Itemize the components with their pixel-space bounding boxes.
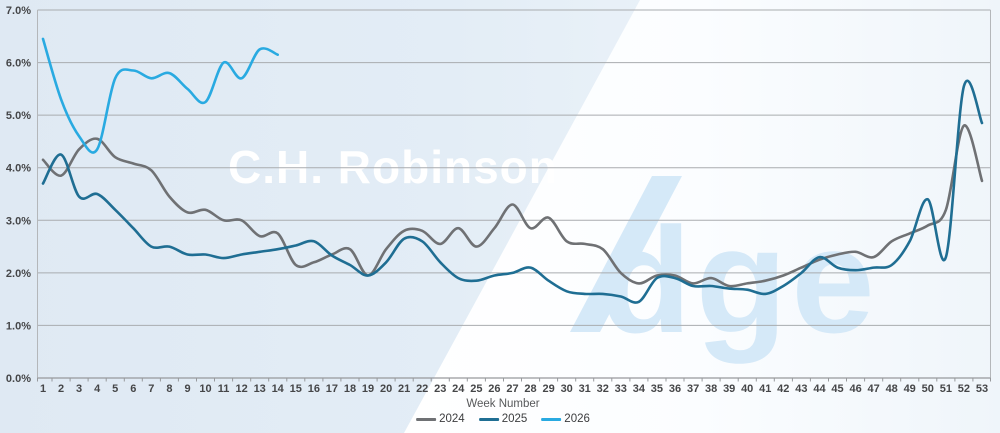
x-tick-label-28: 28 (524, 383, 536, 395)
x-tick-label-23: 23 (434, 383, 446, 395)
x-tick-label-40: 40 (741, 383, 753, 395)
x-tick-label-1: 1 (40, 383, 46, 395)
x-tick-label-14: 14 (272, 383, 285, 395)
x-tick-label-4: 4 (94, 383, 101, 395)
x-tick-label-31: 31 (579, 383, 591, 395)
x-tick-label-29: 29 (542, 383, 554, 395)
legend-item-2025: 2025 (478, 413, 528, 425)
x-tick-label-45: 45 (831, 383, 843, 395)
x-tick-label-18: 18 (344, 383, 356, 395)
x-tick-label-8: 8 (166, 383, 172, 395)
x-tick-label-43: 43 (795, 383, 807, 395)
x-tick-label-2: 2 (58, 383, 64, 395)
x-tick-label-42: 42 (777, 383, 789, 395)
x-tick-label-17: 17 (326, 383, 338, 395)
x-tick-label-3: 3 (76, 383, 82, 395)
x-tick-label-33: 33 (615, 383, 627, 395)
x-tick-label-21: 21 (398, 383, 410, 395)
y-tick-label-0.0%: 0.0% (6, 373, 31, 385)
x-tick-label-52: 52 (958, 383, 970, 395)
y-tick-label-1.0%: 1.0% (6, 320, 31, 332)
x-tick-label-51: 51 (940, 383, 952, 395)
legend-label-2024: 2024 (439, 413, 465, 425)
watermark-brand-text: C.H. Robinson (228, 141, 558, 193)
x-tick-label-38: 38 (705, 383, 717, 395)
x-tick-label-12: 12 (235, 383, 247, 395)
x-tick-label-47: 47 (867, 383, 879, 395)
y-tick-label-4.0%: 4.0% (6, 163, 31, 175)
x-tick-label-13: 13 (254, 383, 266, 395)
legend-swatch-2026 (541, 417, 562, 421)
x-tick-label-11: 11 (218, 383, 230, 395)
legend-label-2025: 2025 (501, 413, 528, 425)
y-tick-label-5.0%: 5.0% (6, 110, 31, 122)
data-series (41, 37, 984, 304)
x-tick-label-6: 6 (130, 383, 136, 395)
legend-label-2026: 2026 (564, 413, 590, 425)
axes: 1 2 3 4 5 6 7 8 9 10 11 12 13 14 15 16 17 18 19 20 21 22 23 24 2… (6, 5, 991, 395)
x-tick-label-19: 19 (362, 383, 374, 395)
x-tick-label-36: 36 (669, 383, 681, 395)
x-tick-label-27: 27 (506, 383, 518, 395)
x-tick-label-35: 35 (651, 383, 663, 395)
series-line-2024 (41, 124, 984, 288)
legend-item-2026: 2026 (541, 413, 590, 425)
x-tick-label-10: 10 (199, 383, 211, 395)
x-tick-label-22: 22 (416, 383, 428, 395)
watermark-product-text: dge (600, 196, 879, 364)
x-tick-label-41: 41 (759, 383, 771, 395)
series-line-2026 (41, 37, 279, 154)
series-line-2025 (41, 79, 984, 304)
x-tick-label-49: 49 (904, 383, 916, 395)
y-tick-label-3.0%: 3.0% (6, 215, 31, 227)
x-tick-label-48: 48 (886, 383, 898, 395)
x-tick-label-50: 50 (922, 383, 934, 395)
y-tick-label-6.0%: 6.0% (6, 58, 31, 70)
x-tick-label-53: 53 (976, 383, 988, 395)
legend-swatch-2024 (416, 417, 437, 421)
diagonal-band (404, 0, 1000, 433)
x-tick-label-34: 34 (633, 383, 646, 395)
legend-item-2024: 2024 (416, 413, 465, 425)
x-axis-title: Week Number (466, 398, 540, 410)
y-tick-label-7.0%: 7.0% (6, 5, 31, 17)
x-tick-label-30: 30 (561, 383, 573, 395)
y-tick-label-2.0%: 2.0% (6, 268, 31, 280)
x-tick-label-24: 24 (452, 383, 465, 395)
x-tick-label-7: 7 (148, 383, 154, 395)
x-tick-label-46: 46 (849, 383, 861, 395)
x-tick-label-16: 16 (308, 383, 320, 395)
legend: 2024 2025 2026 (416, 413, 590, 425)
x-tick-label-39: 39 (723, 383, 735, 395)
x-tick-label-37: 37 (687, 383, 699, 395)
x-tick-label-25: 25 (470, 383, 482, 395)
x-tick-label-32: 32 (597, 383, 609, 395)
x-tick-label-26: 26 (488, 383, 500, 395)
x-tick-label-5: 5 (112, 383, 118, 395)
x-tick-label-15: 15 (290, 383, 302, 395)
x-tick-label-20: 20 (380, 383, 392, 395)
x-tick-label-9: 9 (184, 383, 190, 395)
x-tick-label-44: 44 (813, 383, 826, 395)
legend-swatch-2025 (478, 417, 499, 421)
